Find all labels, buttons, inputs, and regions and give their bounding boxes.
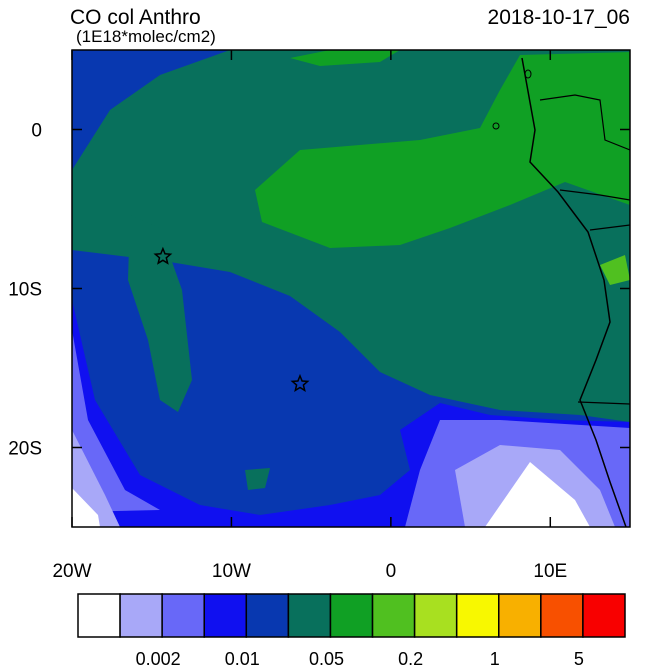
colorbar-box	[119, 593, 163, 638]
field-region	[485, 462, 590, 527]
x-tick-label: 10W	[212, 561, 251, 582]
colorbar-box	[498, 593, 542, 638]
subtitle: (1E18*molec/cm2)	[76, 27, 216, 46]
colorbar-box	[161, 593, 205, 638]
title: CO col Anthro	[70, 6, 201, 29]
field-region	[72, 488, 100, 527]
island	[524, 69, 532, 79]
colorbar-label: 0.002	[136, 649, 181, 667]
timestamp: 2018-10-17_06	[488, 6, 630, 29]
y-tick-label: 20S	[8, 439, 42, 460]
field-region	[245, 468, 270, 490]
field-region	[600, 255, 630, 285]
x-tick-label: 0	[386, 561, 397, 582]
site-marker	[290, 373, 310, 392]
border	[589, 224, 630, 231]
border	[577, 401, 630, 405]
colorbar-box	[329, 593, 374, 638]
colorbar-label: 1	[490, 649, 500, 667]
site-marker	[153, 246, 173, 265]
field-region	[72, 330, 160, 512]
border	[559, 189, 630, 201]
colorbar-box	[203, 593, 248, 638]
colorbar-label: 0.05	[309, 649, 344, 667]
y-tick-label: 10S	[8, 280, 42, 301]
y-tick-label: 0	[31, 121, 42, 142]
island	[492, 122, 500, 130]
colorbar-box	[245, 593, 290, 638]
colorbar-box	[455, 593, 500, 638]
colorbar-box	[371, 593, 416, 638]
field-region	[255, 52, 630, 248]
colorbar-label: 0.2	[398, 649, 423, 667]
coastline	[521, 57, 627, 527]
colorbar-box	[540, 593, 584, 638]
field-region	[290, 50, 400, 66]
colorbar-box	[77, 593, 121, 638]
colorbar-label: 0.01	[225, 649, 260, 667]
colorbar-label: 5	[574, 649, 584, 667]
x-tick-label: 20W	[52, 561, 91, 582]
colorbar-box	[287, 593, 332, 638]
field	[72, 50, 630, 527]
x-tick-label: 10E	[533, 561, 567, 582]
colorbar-box	[413, 593, 458, 638]
colorbar-box	[582, 593, 626, 638]
border	[539, 94, 630, 151]
field-region	[128, 215, 192, 412]
